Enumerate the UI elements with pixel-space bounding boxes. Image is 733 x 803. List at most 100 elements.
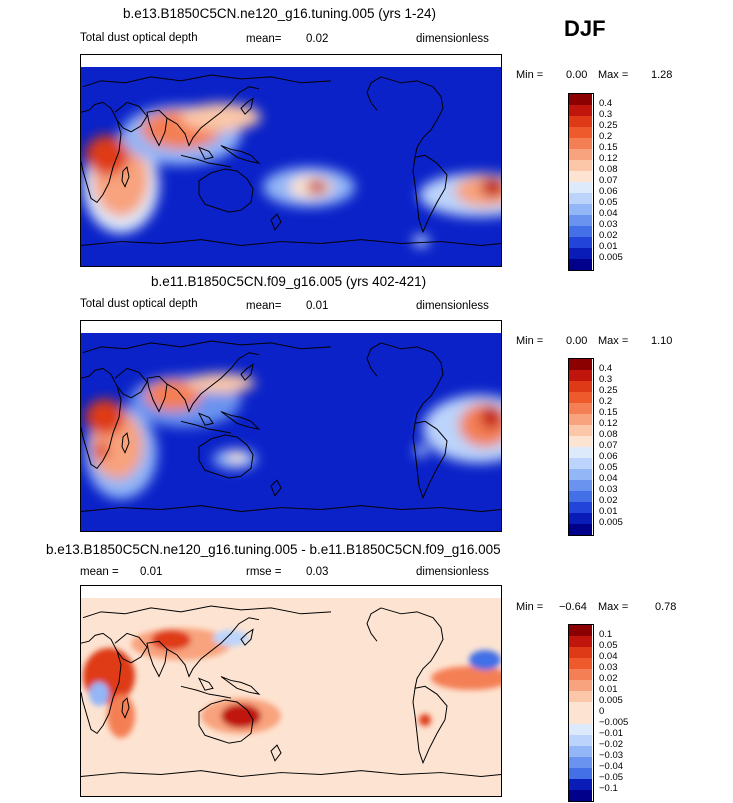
diff-pos-atlantic	[431, 666, 501, 690]
panel1-max-value: 1.28	[651, 69, 673, 81]
colorbar-tick-label: 0.02	[599, 230, 618, 241]
colorbar-frame	[568, 358, 594, 536]
panel2-max-value: 1.10	[651, 335, 673, 347]
colorbar-tick-label: 0.07	[599, 175, 618, 186]
panel2-map	[80, 320, 502, 532]
colorbar-tick-label: 0.005	[599, 695, 623, 706]
colorbar-tick-label: 0	[599, 706, 605, 717]
dust-core-atlantic	[481, 405, 501, 429]
colorbar-tick-label: 0.3	[599, 374, 613, 385]
diff-pos-patagonia	[419, 714, 431, 726]
colorbar-swatch	[568, 768, 592, 779]
colorbar-tick-label: 0.15	[599, 142, 618, 153]
colorbar-tick-label: 0.3	[599, 109, 613, 120]
panel1-title: b.e13.B1850C5CN.ne120_g16.tuning.005 (yr…	[123, 6, 436, 21]
colorbar-swatch	[568, 491, 592, 502]
colorbar-swatch	[568, 248, 592, 259]
colorbar-tick-label: 0.04	[599, 651, 618, 662]
dust-core-australia	[307, 180, 327, 194]
panel3-min-value: −0.64	[559, 601, 587, 613]
dust-plume-australia	[229, 451, 245, 463]
panel1-mean-value: 0.02	[306, 33, 329, 45]
colorbar-swatch	[568, 779, 592, 790]
colorbar-swatch	[568, 182, 592, 193]
colorbar-tick-label: −0.04	[599, 761, 624, 772]
colorbar-swatch	[568, 447, 592, 458]
season-label: DJF	[564, 16, 606, 41]
colorbar-swatch	[568, 658, 592, 669]
dust-core-sahara	[85, 399, 125, 435]
colorbar-tick-label: 0.03	[599, 662, 618, 673]
colorbar-frame	[568, 93, 594, 271]
panel1-units: dimensionless	[416, 33, 489, 45]
colorbar-swatch	[568, 513, 592, 524]
colorbar-tick-label: −0.05	[599, 772, 624, 783]
colorbar-swatch	[568, 160, 592, 171]
colorbar-tick-label: 0.2	[599, 396, 613, 407]
colorbar-swatch	[568, 669, 592, 680]
colorbar-tick-label: 0.08	[599, 429, 618, 440]
panel2-min-label: Min =	[516, 335, 544, 347]
colorbar-tick-label: 0.03	[599, 219, 618, 230]
panel3-mean-value: 0.01	[140, 566, 163, 578]
colorbar-tick-label: −0.1	[599, 783, 618, 794]
colorbar-tick-label: 0.12	[599, 418, 618, 429]
colorbar-tick-label: 0.01	[599, 506, 618, 517]
panel2-variable-label: Total dust optical depth	[80, 298, 198, 310]
colorbar-tick-label: 0.12	[599, 153, 618, 164]
colorbar-swatch	[568, 193, 592, 204]
colorbar-tick-label: 0.25	[599, 385, 618, 396]
panel3-rmse-label: rmse =	[246, 566, 282, 578]
colorbar-tick-label: −0.01	[599, 728, 624, 739]
panel1-variable-label: Total dust optical depth	[80, 32, 198, 44]
panel3-mean-label: mean =	[80, 566, 119, 578]
colorbar-tick-label: 0.01	[599, 684, 618, 695]
colorbar-tick-label: 0.05	[599, 462, 618, 473]
panel3-map	[80, 585, 502, 797]
colorbar-tick-label: −0.03	[599, 750, 624, 761]
colorbar-tick-label: 0.06	[599, 451, 618, 462]
panel1-map-svg	[81, 55, 501, 247]
colorbar-swatch	[568, 259, 592, 270]
colorbar-swatch	[568, 636, 592, 647]
colorbar-tick-label: −0.005	[599, 717, 629, 728]
colorbar-swatch	[568, 735, 592, 746]
colorbar-tick-label: 0.08	[599, 164, 618, 175]
colorbar-swatch	[568, 713, 592, 724]
diff-pos-australia	[221, 704, 261, 728]
panel3-min-label: Min =	[516, 601, 544, 613]
colorbar-swatch	[568, 138, 592, 149]
colorbar-tick-label: 0.15	[599, 407, 618, 418]
colorbar-swatch	[568, 381, 592, 392]
dust-plume-taklamakan	[181, 103, 261, 131]
colorbar-tick-label: 0.01	[599, 241, 618, 252]
colorbar-swatch	[568, 149, 592, 160]
colorbar-swatch	[568, 94, 592, 105]
panel3-max-label: Max =	[598, 601, 629, 613]
panel2-mean-label: mean=	[246, 300, 282, 312]
colorbar-swatch	[568, 425, 592, 436]
diff-pos-south-africa	[107, 694, 135, 738]
colorbar-tick-label: 0.005	[599, 252, 623, 263]
colorbar-swatch	[568, 702, 592, 713]
panel2-min-value: 0.00	[566, 335, 588, 347]
panel1-min-value: 0.00	[566, 69, 588, 81]
colorbar-swatch	[568, 127, 592, 138]
colorbar-swatch	[568, 469, 592, 480]
colorbar-tick-label: 0.4	[599, 98, 613, 109]
diff-neg-sahel	[89, 682, 109, 706]
colorbar-tick-label: 0.25	[599, 120, 618, 131]
dust-plume-patagonia	[413, 235, 429, 247]
panel1-map	[80, 54, 502, 267]
colorbar-swatch	[568, 724, 592, 735]
colorbar-tick-label: 0.03	[599, 484, 618, 495]
panel1-mean-label: mean=	[246, 33, 282, 45]
colorbar-swatch	[568, 680, 592, 691]
colorbar-tick-label: 0.1	[599, 629, 613, 640]
panel3-max-value: 0.78	[655, 601, 677, 613]
colorbar-swatch	[568, 370, 592, 381]
panel3-map-svg	[81, 586, 501, 777]
colorbar-tick-label: 0.2	[599, 131, 613, 142]
colorbar-tick-label: 0.05	[599, 197, 618, 208]
dust-core-sahel	[93, 443, 109, 459]
